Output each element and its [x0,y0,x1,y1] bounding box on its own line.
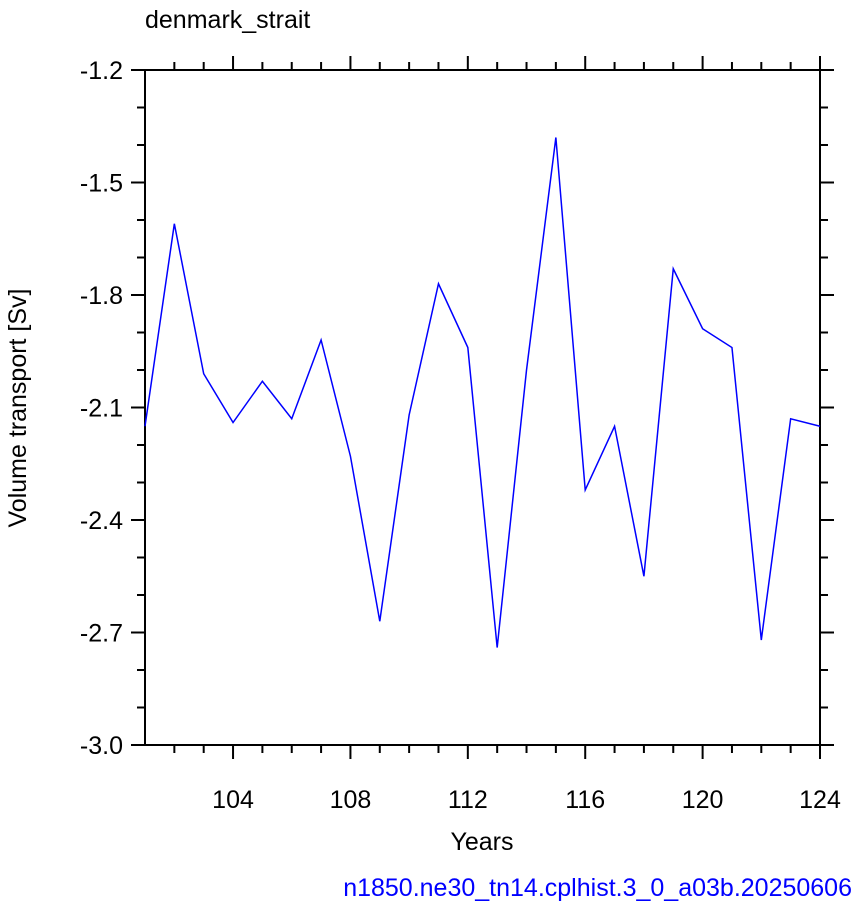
data-line [144,137,821,648]
chart-title: denmark_strait [145,6,310,34]
y-tick-label: -2.7 [80,620,123,648]
y-tick-label: -2.4 [80,507,123,535]
x-tick-label: 104 [212,786,254,814]
x-tick-label: 116 [565,786,605,814]
x-tick-label: 108 [330,786,372,814]
x-tick-label: 124 [799,786,841,814]
y-axis-label: Volume transport [Sv] [4,288,32,527]
plot-frame [144,69,821,746]
x-tick-label: 112 [448,786,488,814]
axes [131,56,834,759]
y-tick-label: -1.5 [80,170,123,198]
y-tick-label: -3.0 [80,732,123,760]
footnote: n1850.ne30_tn14.cplhist.3_0_a03b.2025060… [343,874,852,902]
y-tick-label: -1.2 [80,57,123,85]
y-tick-label: -1.8 [80,282,123,310]
x-tick-label: 120 [682,786,724,814]
y-tick-label: -2.1 [80,395,123,423]
x-axis-label: Years [450,828,513,856]
